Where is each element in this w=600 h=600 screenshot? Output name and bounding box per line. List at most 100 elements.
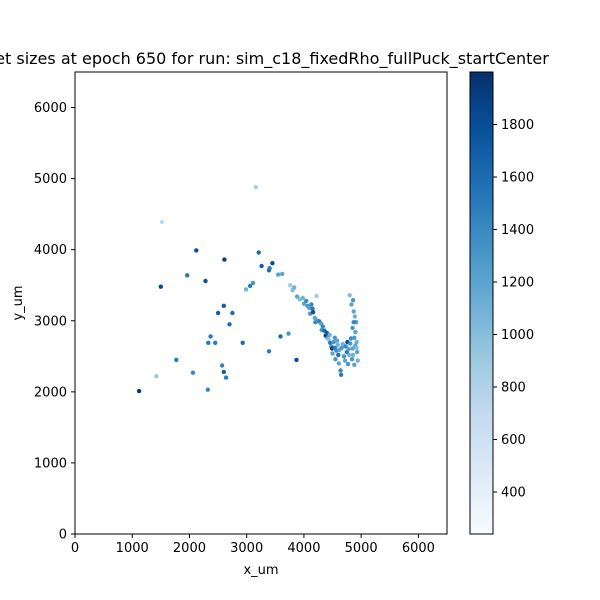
y-tick-label: 4000 [34,243,67,258]
data-point [350,298,356,303]
data-point [205,387,210,392]
data-point [352,335,357,340]
data-point [221,369,226,375]
data-point [331,339,336,345]
data-point [338,372,344,377]
data-point [327,332,332,338]
data-point [353,329,358,335]
data-point [338,368,343,373]
data-point [158,284,163,289]
data-point [243,287,249,292]
data-point [190,370,196,375]
data-point [215,310,221,316]
data-point [227,322,232,327]
data-point [208,334,213,339]
data-point [240,340,245,345]
data-point [159,219,165,225]
x-tick-label: 4000 [287,541,320,556]
data-point [154,374,159,379]
data-point [306,305,312,311]
data-point [292,285,297,290]
data-point [219,363,225,368]
y-axis-ticks: 0 1000 2000 3000 4000 5000 6000 [34,101,75,543]
data-point [351,309,356,314]
data-point [213,340,218,345]
data-point [335,342,340,348]
colorbar-tick-label: 1800 [501,118,534,133]
data-point [310,310,316,315]
colorbar-tick-label: 800 [501,381,526,396]
data-point [276,272,281,277]
data-point [350,325,355,331]
data-point [343,344,348,349]
data-point [339,345,344,350]
data-point [278,334,283,339]
colorbar-tick-label: 600 [501,433,526,448]
colorbar-tick-label: 400 [501,486,526,501]
data-point [336,361,341,366]
data-point [310,306,315,311]
data-point [286,331,291,336]
x-tick-label: 5000 [345,541,378,556]
x-axis-label: x_um [243,563,278,578]
data-point [345,361,351,367]
data-point [351,320,356,325]
data-point [294,294,300,299]
data-point [341,354,347,359]
data-point [330,351,335,356]
data-point [309,302,314,307]
data-point [280,271,285,277]
data-point [203,278,208,284]
colorbar-ticks: 400 600 800 1000 1200 1400 1600 1800 [493,118,534,501]
plot-frame [74,71,448,535]
colorbar [469,71,494,535]
data-point [354,339,359,345]
data-point [174,357,179,363]
y-axis-label: y_um [11,285,26,320]
data-point [349,302,354,307]
data-point [354,349,360,355]
x-tick-label: 1000 [116,541,149,556]
data-point [350,346,355,351]
x-tick-label: 6000 [402,541,435,556]
data-point [342,358,348,363]
data-point [352,314,358,319]
data-point [194,248,199,253]
data-point [259,263,264,269]
data-point [352,362,357,367]
data-point [333,357,338,362]
y-tick-label: 2000 [34,385,67,400]
data-point [348,336,354,341]
data-point [253,184,258,190]
data-point [247,283,253,289]
data-point [347,293,352,298]
data-point [256,250,261,255]
x-tick-label: 2000 [173,541,206,556]
data-point [336,352,341,358]
x-tick-label: 3000 [230,541,263,556]
data-point [314,293,319,299]
chart-title: et sizes at epoch 650 for run: sim_c18_f… [0,49,549,69]
data-point [350,352,356,358]
data-point [326,337,331,342]
data-point [320,324,325,329]
colorbar-tick-label: 1600 [501,171,534,186]
data-point [328,340,333,345]
y-tick-label: 6000 [34,101,67,116]
data-point [334,338,340,343]
data-point [222,257,227,262]
data-point [136,388,142,394]
data-point [348,341,353,346]
colorbar-tick-label: 1200 [501,276,534,291]
y-tick-label: 5000 [34,172,67,187]
data-point [223,375,229,380]
data-point [221,303,226,308]
y-tick-label: 3000 [34,314,67,329]
data-point [346,352,352,358]
y-tick-label: 1000 [34,456,67,471]
colorbar-tick-label: 1000 [501,328,534,343]
data-point [206,340,211,345]
data-point [267,266,272,271]
colorbar-tick-label: 1400 [501,223,534,238]
